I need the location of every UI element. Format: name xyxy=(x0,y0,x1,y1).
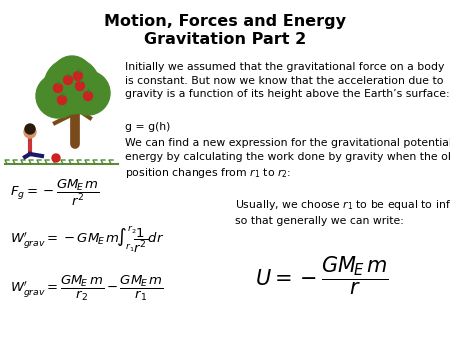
Text: We can find a new expression for the gravitational potential
energy by calculati: We can find a new expression for the gra… xyxy=(125,138,450,180)
Circle shape xyxy=(58,96,67,104)
Text: Initially we assumed that the gravitational force on a body
is constant. But now: Initially we assumed that the gravitatio… xyxy=(125,62,450,99)
Circle shape xyxy=(52,154,60,162)
Text: Motion, Forces and Energy: Motion, Forces and Energy xyxy=(104,14,346,29)
Circle shape xyxy=(63,75,72,84)
Circle shape xyxy=(44,58,100,114)
Circle shape xyxy=(25,124,35,134)
Text: $U = -\dfrac{GM_{\!E}\,m}{r}$: $U = -\dfrac{GM_{\!E}\,m}{r}$ xyxy=(255,255,389,297)
Text: $W_{grav}^{\prime} = \dfrac{GM_{\!E}\,m}{r_2} - \dfrac{GM_{\!E}\,m}{r_1}$: $W_{grav}^{\prime} = \dfrac{GM_{\!E}\,m}… xyxy=(10,274,163,303)
Text: $F_g = -\dfrac{GM_{\!E}\,m}{r^2}$: $F_g = -\dfrac{GM_{\!E}\,m}{r^2}$ xyxy=(10,178,100,209)
Circle shape xyxy=(76,81,85,91)
Circle shape xyxy=(66,71,110,115)
Circle shape xyxy=(54,83,63,93)
Text: Usually, we choose $r_1$ to be equal to infinity,
so that generally we can write: Usually, we choose $r_1$ to be equal to … xyxy=(235,198,450,225)
Circle shape xyxy=(84,92,93,100)
Circle shape xyxy=(24,126,36,138)
Circle shape xyxy=(52,56,92,96)
Text: $W_{grav}^{\prime} = -GM_{\!E}\,m\!\int_{r_1}^{r_2}\!\dfrac{1}{r^2}dr$: $W_{grav}^{\prime} = -GM_{\!E}\,m\!\int_… xyxy=(10,225,164,256)
Circle shape xyxy=(73,72,82,80)
Text: g = g(h): g = g(h) xyxy=(125,122,171,132)
Text: Gravitation Part 2: Gravitation Part 2 xyxy=(144,32,306,47)
Circle shape xyxy=(36,74,80,118)
